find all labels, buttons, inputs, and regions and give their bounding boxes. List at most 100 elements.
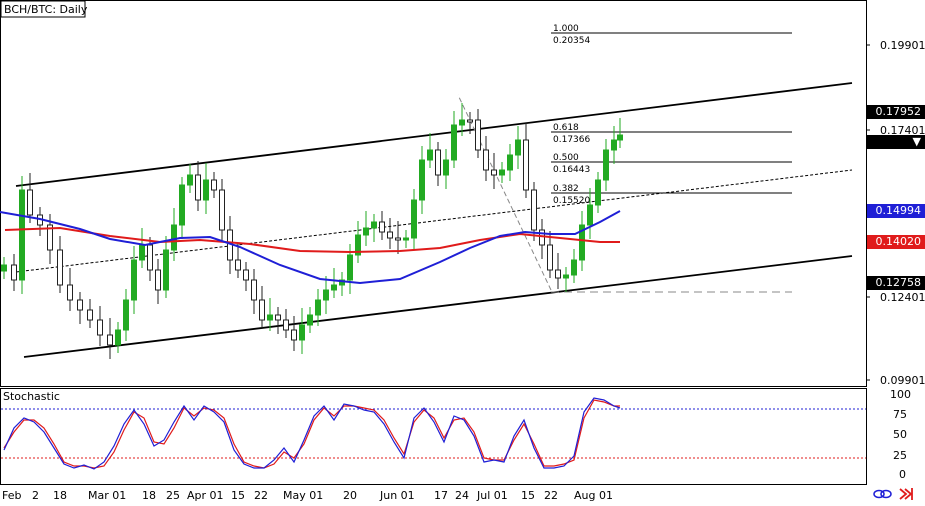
stoch-axis: 100 75 50 25 0 <box>890 388 911 481</box>
candle-body <box>563 274 569 279</box>
candle-body <box>163 249 169 291</box>
scroll-right-icon[interactable] <box>899 488 913 500</box>
price-tag-current: ▼ 0.17110 <box>867 135 925 162</box>
stoch-tick: 50 <box>893 428 907 441</box>
time-label: 25 <box>166 489 180 502</box>
candle-body <box>443 159 449 176</box>
price-tick: 0.09901 <box>880 374 925 387</box>
candle-body <box>339 279 345 286</box>
fib-trend-line[interactable] <box>457 94 552 291</box>
fib-ratio-label: 0.382 <box>553 184 579 194</box>
fib-levels: 1.000 0.20354 0.618 0.17366 0.500 0.1644… <box>551 24 792 206</box>
time-axis: Feb 2 18 Mar 01 18 25 Apr 01 15 22 May 0… <box>2 489 613 502</box>
candle-body <box>571 259 577 276</box>
candle-body <box>539 229 545 246</box>
time-label: 22 <box>254 489 268 502</box>
time-label: Jul 01 <box>476 489 508 502</box>
candle-body <box>139 244 145 261</box>
candle-body <box>579 224 585 261</box>
time-label: 17 <box>434 489 448 502</box>
candle-body <box>347 254 353 281</box>
time-label: 22 <box>544 489 558 502</box>
candle-body <box>57 249 63 286</box>
candle-body <box>363 227 369 236</box>
candle-body <box>115 329 121 346</box>
candle-body <box>379 221 385 233</box>
candle-body <box>547 244 553 271</box>
indicator-title-box <box>1 389 57 403</box>
candle-body <box>603 149 609 181</box>
candle-body <box>1 264 7 272</box>
time-label: 2 <box>32 489 39 502</box>
stoch-tick: 0 <box>899 468 906 481</box>
price-tick: 0.12401 <box>880 291 925 304</box>
candle-body <box>219 189 225 231</box>
candle-body <box>195 174 201 201</box>
channel-upper-line[interactable] <box>15 82 853 187</box>
candle-body <box>483 149 489 171</box>
stoch-k-line[interactable] <box>3 397 621 470</box>
link-icon[interactable] <box>873 489 892 499</box>
candle-body <box>131 259 137 301</box>
price-tag-ma-slow: 0.14020 <box>867 235 925 249</box>
price-tag-ask: 0.17952 <box>867 105 925 119</box>
candle-body <box>387 231 393 239</box>
stoch-d-line[interactable] <box>3 399 620 469</box>
time-label: 18 <box>142 489 156 502</box>
fib-ratio-label: 0.618 <box>553 123 579 133</box>
time-label: 24 <box>455 489 469 502</box>
candle-body <box>523 139 529 191</box>
candle-body <box>403 237 409 241</box>
candle-body <box>211 179 217 191</box>
fib-price-label: 0.16443 <box>553 165 590 175</box>
time-label: 18 <box>53 489 67 502</box>
time-label: 20 <box>343 489 357 502</box>
channel-mid-line[interactable] <box>15 169 853 273</box>
candle-body <box>251 279 257 301</box>
time-label: Feb <box>2 489 21 502</box>
time-label: 15 <box>521 489 535 502</box>
candle-body <box>587 204 593 226</box>
candlesticks <box>1 103 623 359</box>
candle-body <box>259 299 265 321</box>
fib-price-label: 0.17366 <box>553 135 590 145</box>
time-label: May 01 <box>283 489 323 502</box>
candle-body <box>331 284 337 291</box>
fib-price-label: 0.15520 <box>553 196 590 206</box>
fib-ratio-label: 0.500 <box>553 153 579 163</box>
candle-body <box>47 224 53 251</box>
moving-average-slow[interactable] <box>4 226 620 254</box>
stoch-tick: 75 <box>893 408 907 421</box>
candle-body <box>203 179 209 201</box>
candle-body <box>467 119 473 123</box>
price-tag-support: 0.12758 <box>867 276 925 290</box>
time-label: Jun 01 <box>379 489 415 502</box>
fib-price-label: 0.20354 <box>553 36 590 46</box>
candle-body <box>179 184 185 226</box>
indicator-title: Stochastic <box>3 390 60 403</box>
candle-body <box>595 179 601 206</box>
candle-body <box>11 264 17 281</box>
candle-body <box>371 221 377 229</box>
candle-body <box>235 259 241 271</box>
moving-average-fast[interactable] <box>0 210 621 285</box>
candle-body <box>171 224 177 251</box>
candle-body <box>87 309 93 321</box>
candle-body <box>507 154 513 171</box>
candle-body <box>275 314 281 321</box>
candle-body <box>267 314 273 321</box>
candle-body <box>395 237 401 241</box>
candle-body <box>491 169 497 176</box>
candle-body <box>107 334 113 346</box>
price-tick: 0.19901 <box>880 39 925 52</box>
candle-body <box>187 174 193 186</box>
candle-body <box>77 299 83 311</box>
candle-body <box>419 159 425 201</box>
channel-lower-line[interactable] <box>23 255 853 358</box>
candle-body <box>475 119 481 151</box>
candle-body <box>97 319 103 336</box>
candle-body <box>147 244 153 271</box>
stoch-tick: 100 <box>890 388 911 401</box>
